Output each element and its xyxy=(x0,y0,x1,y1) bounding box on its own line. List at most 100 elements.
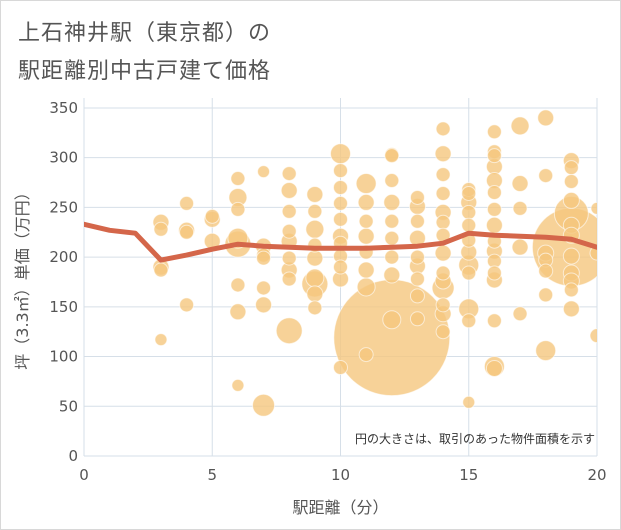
x-tick-label: 10 xyxy=(331,466,350,484)
data-bubble xyxy=(281,166,297,182)
bubble-size-note: 円の大きさは、取引のあった物件面積を示す xyxy=(355,431,595,446)
data-bubble xyxy=(409,189,425,205)
data-bubble xyxy=(461,185,477,201)
data-bubble xyxy=(562,191,580,209)
data-bubble xyxy=(153,221,169,237)
data-bubble xyxy=(153,262,169,278)
data-bubble xyxy=(280,181,298,199)
data-bubble xyxy=(434,244,452,262)
data-bubble xyxy=(333,211,348,227)
data-bubble xyxy=(333,195,348,211)
y-tick-label: 350 xyxy=(49,99,78,117)
data-bubble xyxy=(486,201,502,217)
data-bubble xyxy=(179,224,195,240)
data-bubble xyxy=(306,285,324,303)
data-bubble xyxy=(281,203,297,219)
data-bubble xyxy=(179,297,195,313)
data-bubble xyxy=(330,143,351,165)
data-bubble xyxy=(355,173,377,195)
average-price-line xyxy=(84,221,597,263)
y-tick-label: 50 xyxy=(59,397,78,415)
data-bubble xyxy=(384,249,400,265)
data-bubble xyxy=(486,313,502,329)
data-bubble xyxy=(435,121,451,137)
x-axis-label: 駅距離（分） xyxy=(292,498,388,517)
data-bubble xyxy=(306,185,324,203)
x-tick-label: 0 xyxy=(79,466,89,484)
data-bubble xyxy=(256,280,272,296)
data-bubble xyxy=(281,271,297,287)
data-bubble xyxy=(275,317,303,345)
data-bubble xyxy=(333,279,451,397)
data-bubble xyxy=(305,268,325,288)
data-bubble xyxy=(384,173,400,189)
data-bubble xyxy=(486,148,502,164)
data-bubble xyxy=(435,214,451,230)
data-bubble xyxy=(382,310,402,330)
data-bubble xyxy=(409,213,425,229)
data-bubble xyxy=(435,324,451,340)
data-bubble xyxy=(154,333,168,347)
data-bubble xyxy=(229,303,247,321)
y-tick-label: 300 xyxy=(49,149,78,167)
data-bubble xyxy=(307,300,323,316)
data-bubble xyxy=(358,347,374,363)
data-bubble xyxy=(535,340,557,362)
data-bubble xyxy=(461,217,477,233)
data-bubble xyxy=(256,250,272,266)
data-bubble xyxy=(563,282,579,298)
data-bubble xyxy=(281,223,297,239)
data-bubble xyxy=(409,311,425,327)
data-bubble xyxy=(281,250,297,266)
data-bubble xyxy=(305,219,325,239)
data-bubble xyxy=(356,277,376,297)
data-bubble xyxy=(409,249,425,265)
data-bubble xyxy=(435,265,451,281)
data-bubble xyxy=(485,216,503,234)
data-bubble xyxy=(230,277,246,293)
data-bubble xyxy=(461,265,477,281)
y-axis-label: 坪（3.3㎡）単価（万円） xyxy=(13,184,32,369)
data-bubble xyxy=(485,359,503,377)
data-bubble xyxy=(409,271,425,287)
data-bubble xyxy=(562,247,580,265)
data-bubble xyxy=(384,148,400,164)
data-bubble xyxy=(461,204,477,220)
data-bubble xyxy=(230,171,246,187)
data-bubble xyxy=(510,116,530,136)
data-bubble xyxy=(384,230,400,246)
x-tick-label: 20 xyxy=(587,466,606,484)
data-bubble xyxy=(589,245,597,261)
data-bubble xyxy=(357,193,375,211)
data-bubble xyxy=(333,359,348,375)
data-bubble xyxy=(231,378,245,392)
y-tick-label: 150 xyxy=(49,298,78,316)
data-bubble xyxy=(383,193,401,211)
x-tick-label: 5 xyxy=(207,466,217,484)
data-bubble xyxy=(255,296,273,314)
bubble-layer xyxy=(152,109,597,417)
data-bubble xyxy=(538,263,554,279)
data-bubble xyxy=(563,174,579,190)
data-bubble xyxy=(252,393,276,417)
chart-title-line1: 上石神井駅（東京都）の xyxy=(18,21,272,46)
data-bubble xyxy=(486,184,502,200)
data-bubble xyxy=(357,261,375,279)
data-bubble xyxy=(333,163,348,179)
data-bubble xyxy=(511,238,529,256)
trend-line-layer xyxy=(84,221,597,263)
data-bubble xyxy=(384,213,400,229)
y-tick-label: 0 xyxy=(68,447,78,465)
y-tick-label: 200 xyxy=(49,248,78,266)
data-bubble xyxy=(563,160,579,176)
data-bubble xyxy=(435,167,451,183)
data-bubble xyxy=(538,168,554,184)
y-tick-label: 100 xyxy=(49,348,78,366)
data-bubble xyxy=(562,300,580,318)
data-bubble xyxy=(589,328,597,344)
data-bubble xyxy=(358,213,374,229)
data-bubble xyxy=(486,124,502,140)
data-bubble xyxy=(409,288,425,304)
data-bubble xyxy=(434,145,452,163)
